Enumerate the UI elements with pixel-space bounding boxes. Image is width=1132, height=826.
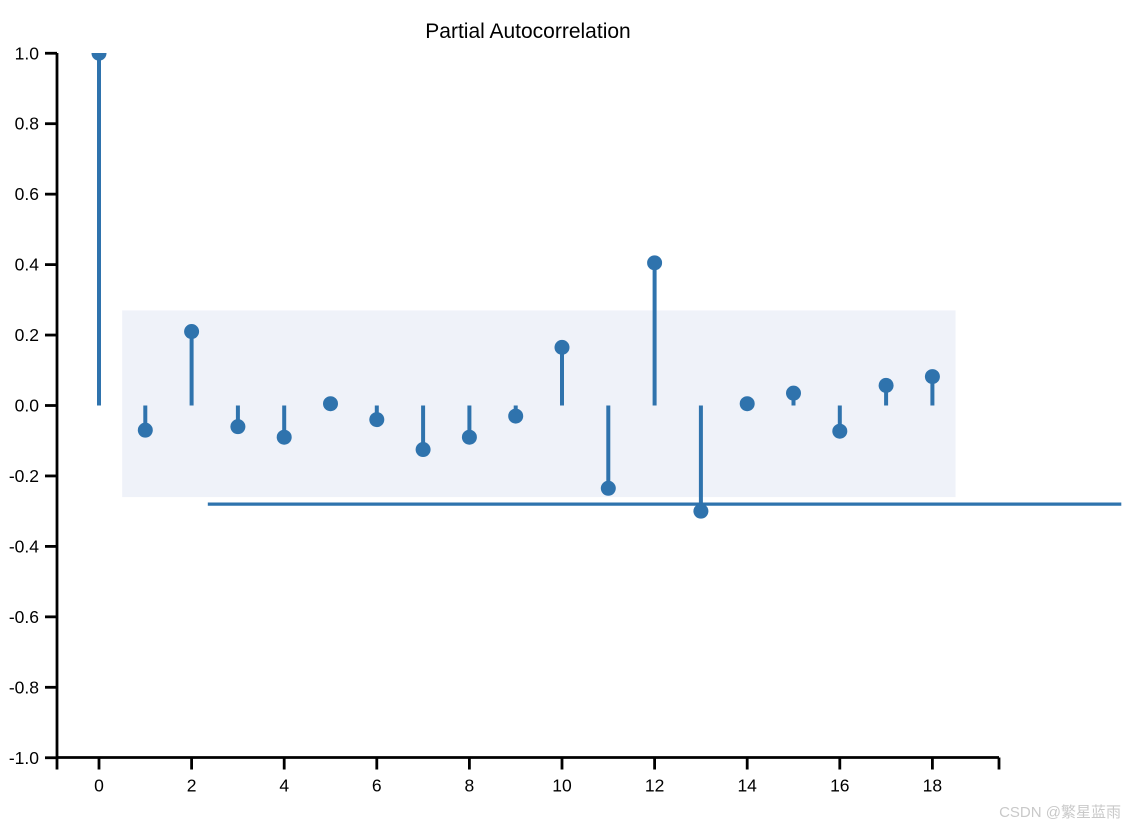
stem-marker-lag-6	[369, 412, 385, 428]
stem-marker-lag-15	[786, 385, 801, 401]
y-tick-label: -0.6	[9, 607, 39, 627]
confidence-band-group	[122, 310, 956, 498]
x-tick-label: 18	[923, 776, 942, 796]
y-tick-label: 0.2	[15, 325, 39, 345]
stems-group	[91, 53, 940, 519]
y-tick-label: -0.8	[9, 677, 39, 697]
stem-marker-lag-5	[323, 396, 338, 412]
x-tick-label: 2	[187, 776, 197, 796]
y-tick-label: -1.0	[9, 748, 39, 768]
x-tick-label: 8	[465, 776, 475, 796]
y-tick-label: 0.8	[15, 114, 39, 134]
x-tick-label: 0	[94, 776, 104, 796]
stem-marker-lag-14	[739, 396, 755, 412]
y-tick-label: 0.4	[15, 255, 40, 275]
stem-marker-lag-3	[230, 419, 246, 435]
axes-group: 1.0 0.8 0.6 0.4 0.2 0.0 -0.2 -0.4 -0.6 -0.8 -1.0 0 2…	[9, 43, 1001, 796]
stem-marker-lag-13	[693, 503, 709, 519]
y-tick-label: 0.6	[15, 184, 39, 204]
stem-marker-lag-4	[276, 429, 292, 445]
chart-title: Partial Autocorrelation	[425, 20, 630, 43]
x-tick-label: 4	[279, 776, 289, 796]
stem-marker-lag-16	[832, 423, 848, 439]
stem-marker-lag-2	[184, 324, 200, 340]
y-tick-label: -0.4	[9, 536, 39, 556]
stem-marker-lag-1	[137, 422, 153, 438]
x-tick-label: 16	[830, 776, 849, 796]
stem-marker-lag-11	[600, 480, 616, 496]
x-tick-label: 12	[645, 776, 664, 796]
x-tick-label: 14	[737, 776, 757, 796]
y-tick-label: 1.0	[15, 43, 40, 63]
x-tick-label: 10	[552, 776, 572, 796]
stem-marker-lag-7	[415, 442, 431, 458]
stem-marker-lag-8	[461, 429, 477, 445]
stem-marker-lag-9	[508, 408, 524, 424]
stem-marker-lag-18	[924, 369, 940, 385]
confidence-band	[122, 310, 956, 498]
stem-marker-lag-17	[878, 377, 894, 393]
x-tick-label: 6	[372, 776, 382, 796]
watermark: CSDN @繁星蓝雨	[999, 804, 1121, 821]
y-tick-label: -0.2	[9, 466, 39, 486]
stem-marker-lag-0	[91, 53, 107, 61]
stem-marker-lag-10	[554, 339, 570, 355]
stem-marker-lag-12	[647, 255, 663, 271]
y-tick-label: 0.0	[15, 396, 40, 416]
